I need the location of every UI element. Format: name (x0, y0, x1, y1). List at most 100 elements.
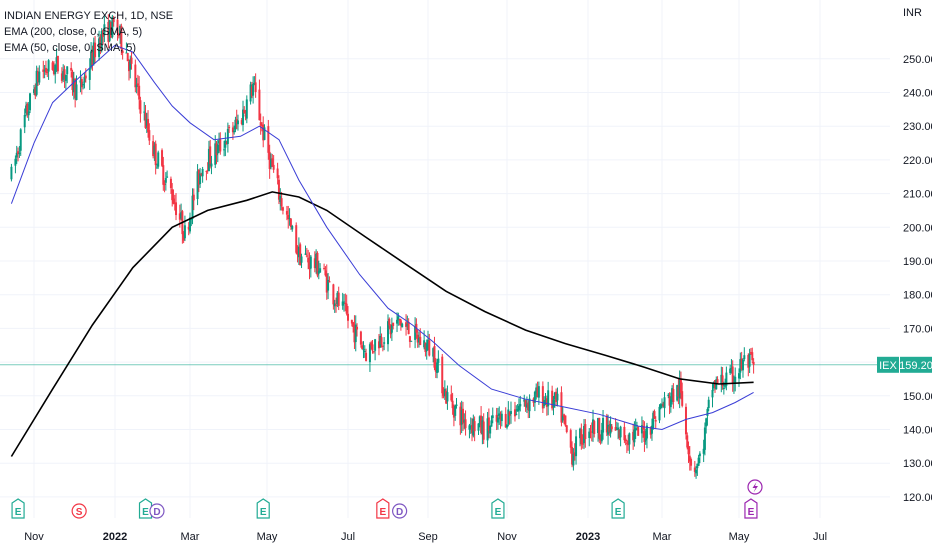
event-marker-e[interactable]: E (256, 498, 270, 519)
candle-body (259, 122, 262, 126)
candle-body (731, 366, 734, 384)
event-marker-letter: E (380, 507, 387, 518)
event-marker-e[interactable]: E (744, 498, 758, 519)
candle-body (98, 38, 101, 57)
x-tick-label: 2023 (576, 531, 600, 543)
symbol-tag: IEX (879, 360, 897, 372)
event-marker-e[interactable]: E (138, 498, 153, 519)
candle-body (35, 70, 38, 95)
candle-body (180, 212, 183, 219)
legend-ema200[interactable]: EMA (200, close, 0, SMA, 5) (4, 26, 143, 38)
candle-body (573, 452, 576, 457)
candle-body (507, 409, 510, 425)
candle-body (288, 218, 291, 220)
candle-body (445, 390, 448, 404)
candle-body (552, 399, 555, 408)
candle-body (545, 398, 548, 407)
candle-body (210, 163, 213, 167)
legend-title[interactable]: INDIAN ENERGY EXCH, 1D, NSE (4, 10, 174, 22)
candle-body (214, 143, 217, 165)
event-marker-s[interactable]: S (71, 503, 87, 519)
candle-body (482, 421, 485, 440)
candle-body (588, 431, 591, 439)
event-marker-e[interactable]: E (11, 498, 25, 519)
candle-body (489, 425, 492, 434)
candle-body (171, 189, 174, 201)
candle-body (328, 281, 331, 283)
time-axis[interactable]: Nov 2022 Mar May Jul Sep Nov 2023 Mar May Jul (24, 531, 827, 543)
candle-body (515, 413, 518, 415)
candle-body (654, 420, 657, 422)
event-marker-letter: E (142, 507, 149, 518)
candle-body (18, 152, 21, 154)
event-marker-letter: D (153, 507, 160, 518)
candle-body (605, 415, 608, 433)
candle-body (695, 469, 698, 474)
candle-body (175, 202, 178, 216)
flash-icon[interactable] (747, 479, 763, 495)
candle-body (410, 340, 413, 342)
candle-body (90, 51, 93, 68)
candle-body (205, 170, 208, 172)
candle-body (721, 375, 724, 387)
candle-body (399, 320, 402, 326)
event-marker-e[interactable]: E (376, 498, 390, 519)
candle-body (388, 318, 391, 326)
candle-body (461, 408, 464, 424)
candle-body (667, 394, 670, 397)
candle-body (678, 380, 681, 399)
candle-body (277, 179, 280, 200)
candle-body (17, 151, 20, 155)
candle-body (271, 158, 274, 167)
candle-body (607, 424, 610, 435)
candle-body (433, 346, 436, 368)
candle-body (10, 166, 13, 180)
candle-body (173, 202, 176, 204)
candle-body (240, 120, 243, 125)
candle-body (317, 270, 320, 274)
candle-body (359, 331, 362, 345)
candle-body (70, 67, 73, 71)
candle-body (383, 342, 386, 344)
candle-body (677, 386, 680, 397)
candle-body (653, 411, 656, 419)
candle-body (408, 336, 411, 342)
candle-body (583, 425, 586, 444)
candle-body (313, 258, 316, 269)
candle-body (637, 427, 640, 436)
candle-body (498, 413, 501, 417)
event-marker-letter: E (495, 507, 502, 518)
event-marker-e[interactable]: E (611, 498, 625, 519)
candle-body (250, 86, 253, 97)
x-tick-label: Nov (24, 531, 44, 543)
candle-body (235, 119, 238, 124)
y-tick-label: 210.00 (903, 189, 932, 201)
candle-body (524, 400, 527, 407)
candle-body (517, 405, 520, 411)
event-marker-shape (392, 503, 408, 519)
candle-body (662, 403, 665, 407)
candle-body (107, 21, 110, 42)
candle-body (352, 322, 355, 327)
candle-body (228, 127, 231, 129)
candle-body (345, 303, 348, 314)
candle-body (280, 198, 283, 207)
candle-body (365, 352, 368, 362)
x-tick-label: 2022 (103, 531, 127, 543)
candle-body (47, 60, 50, 72)
event-marker-e[interactable]: E (491, 498, 505, 519)
price-axis[interactable]: 120.00130.00140.00150.00160.00170.00180.… (903, 54, 932, 504)
ema200-line (10, 191, 754, 457)
candle-body (640, 425, 643, 434)
legend-ema50[interactable]: EMA (50, close, 0, SMA, 5) (4, 42, 137, 54)
candle-body (738, 373, 740, 379)
candle-body (192, 194, 195, 201)
event-marker-d[interactable]: D (392, 503, 408, 519)
candle-body (219, 139, 222, 152)
event-marker-d[interactable]: D (149, 503, 165, 519)
candle-body (688, 455, 691, 462)
candle-body (432, 348, 435, 357)
candle-body (341, 301, 344, 306)
candle-body (703, 427, 706, 450)
